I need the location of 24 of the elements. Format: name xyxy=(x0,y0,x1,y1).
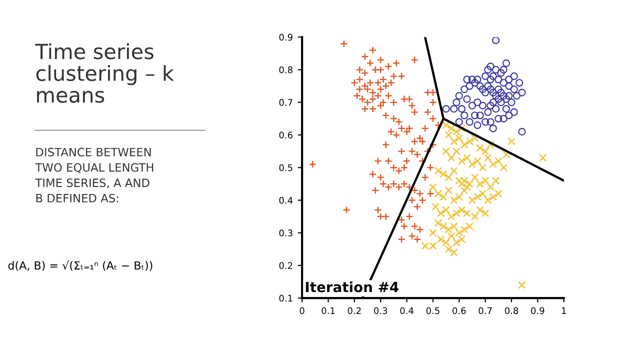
x-tick-label: 0.5 xyxy=(426,307,440,314)
x-tick-label: 1 xyxy=(562,307,566,314)
y-tick-label: 0.8 xyxy=(279,66,292,74)
annotation: Iteration #4 xyxy=(306,282,398,292)
y-tick-label: 0.4 xyxy=(279,196,293,204)
text: Time series clustering – k means xyxy=(35,43,174,103)
text: DISTANCE BETWEEN TWO EQUAL LENGTH TIME SERIES, A AND B DEFINED AS: xyxy=(35,148,154,202)
text: d(A, B) = √(Σₜ₌₁ⁿ (Aₜ − Bₜ)) xyxy=(8,260,152,271)
y-tick-label: 0.2 xyxy=(279,262,292,270)
y-tick-label: 0.3 xyxy=(279,230,292,236)
x-tick-label: 0 xyxy=(300,307,304,314)
x-tick-label: 0.3 xyxy=(374,307,388,314)
y-tick-label: 0.1 xyxy=(279,294,292,302)
x-tick-label: 0.7 xyxy=(478,307,492,314)
x-tick-label: 0.4 xyxy=(400,307,414,314)
x-tick-label: 0.6 xyxy=(452,307,466,314)
x-tick-label: 0.1 xyxy=(322,307,335,314)
y-tick-label: 0.5 xyxy=(279,164,292,172)
x-tick-label: 0.2 xyxy=(348,307,361,314)
x-tick-label: 0.9 xyxy=(531,307,544,314)
y-tick-label: 0.6 xyxy=(279,132,292,139)
y-tick-label: 0.9 xyxy=(279,34,292,41)
y-tick-label: 0.7 xyxy=(279,99,292,106)
x-tick-label: 0.8 xyxy=(504,307,518,314)
